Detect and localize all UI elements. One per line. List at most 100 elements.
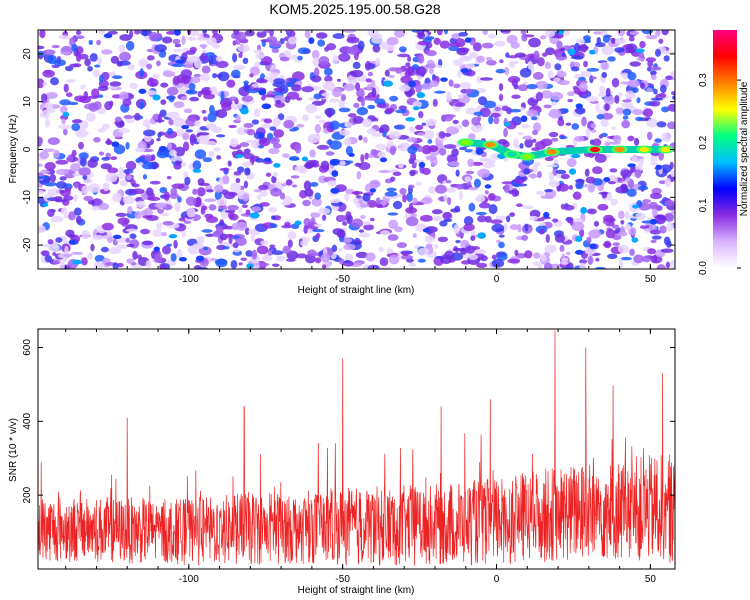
noise-blob xyxy=(511,94,521,99)
noise-blob xyxy=(230,260,238,269)
noise-blob xyxy=(79,157,87,167)
noise-blob xyxy=(464,149,474,153)
noise-blob xyxy=(412,233,417,238)
noise-blob xyxy=(246,129,256,136)
noise-blob xyxy=(39,30,46,39)
noise-blob xyxy=(59,99,71,106)
noise-blob xyxy=(637,185,649,191)
noise-blob xyxy=(230,101,243,110)
noise-blob xyxy=(487,33,497,39)
noise-blob xyxy=(253,49,263,54)
noise-blob xyxy=(594,153,607,163)
noise-blob xyxy=(453,59,464,66)
noise-blob xyxy=(655,30,661,37)
noise-blob xyxy=(536,190,545,196)
noise-blob xyxy=(215,258,228,268)
noise-blob xyxy=(495,215,507,220)
noise-blob xyxy=(93,137,101,143)
noise-blob xyxy=(177,196,182,203)
noise-blob xyxy=(138,88,147,94)
noise-blob xyxy=(601,112,614,120)
noise-blob xyxy=(596,36,601,46)
noise-blob xyxy=(500,30,509,33)
noise-blob xyxy=(245,209,251,215)
noise-blob xyxy=(195,255,205,262)
noise-blob xyxy=(151,161,158,170)
noise-blob xyxy=(140,30,152,36)
noise-blob xyxy=(249,66,261,76)
noise-blob xyxy=(542,52,548,57)
noise-blob xyxy=(64,245,69,256)
spectrogram-x-label: Height of straight line (km) xyxy=(298,285,415,296)
noise-blob xyxy=(89,52,98,62)
noise-blob xyxy=(100,163,113,170)
noise-blob xyxy=(208,55,214,65)
noise-blob xyxy=(554,234,566,243)
noise-blob xyxy=(448,45,460,52)
noise-blob xyxy=(409,169,416,177)
noise-blob xyxy=(320,253,331,263)
noise-blob xyxy=(59,51,72,55)
noise-blob xyxy=(453,223,460,234)
noise-blob xyxy=(97,85,109,92)
noise-blob xyxy=(567,98,574,103)
noise-blob xyxy=(440,254,453,265)
noise-blob xyxy=(544,156,554,162)
noise-blob xyxy=(273,78,286,85)
y-tick-label: 10 xyxy=(22,96,33,108)
noise-blob xyxy=(664,200,675,206)
noise-blob xyxy=(530,99,539,103)
noise-blob xyxy=(271,215,276,220)
noise-blob xyxy=(491,258,505,268)
noise-blob xyxy=(168,95,175,103)
noise-blob xyxy=(369,188,376,193)
spectrogram-signal-track xyxy=(457,138,674,161)
noise-blob xyxy=(117,127,130,134)
noise-blob xyxy=(201,65,211,74)
noise-blob xyxy=(420,83,433,90)
noise-blob xyxy=(140,228,151,235)
noise-blob xyxy=(205,51,215,58)
noise-blob xyxy=(517,224,522,233)
noise-blob xyxy=(498,83,504,92)
noise-blob xyxy=(228,124,237,129)
noise-blob xyxy=(626,43,638,54)
noise-blob xyxy=(470,123,483,133)
noise-blob xyxy=(362,221,371,226)
noise-blob xyxy=(101,123,110,130)
noise-blob xyxy=(93,101,102,110)
noise-blob xyxy=(457,69,462,79)
noise-blob xyxy=(448,79,454,87)
noise-blob xyxy=(490,219,503,224)
noise-blob xyxy=(586,96,598,103)
noise-blob xyxy=(600,118,609,128)
noise-blob xyxy=(219,167,230,171)
noise-blob xyxy=(108,246,122,255)
noise-blob xyxy=(458,190,463,201)
noise-blob xyxy=(406,137,418,143)
noise-blob xyxy=(104,101,113,111)
noise-blob xyxy=(398,162,404,169)
y-tick-label: 0 xyxy=(22,146,33,152)
noise-blob xyxy=(347,113,357,118)
noise-blob xyxy=(176,128,184,137)
noise-blob xyxy=(122,98,132,107)
signal-peak xyxy=(660,146,671,153)
noise-blob xyxy=(59,105,68,114)
noise-blob xyxy=(585,38,591,43)
noise-blob xyxy=(484,190,489,195)
noise-blob xyxy=(424,235,435,243)
noise-blob xyxy=(355,251,369,259)
noise-blob xyxy=(524,138,533,148)
noise-blob xyxy=(356,170,362,180)
noise-blob xyxy=(371,132,384,137)
noise-blob xyxy=(339,160,346,166)
noise-blob xyxy=(352,61,361,70)
noise-blob xyxy=(255,158,265,163)
noise-blob xyxy=(190,76,201,84)
noise-blob xyxy=(173,240,178,249)
noise-blob xyxy=(556,40,563,50)
noise-blob xyxy=(200,72,210,82)
noise-blob xyxy=(287,231,297,240)
